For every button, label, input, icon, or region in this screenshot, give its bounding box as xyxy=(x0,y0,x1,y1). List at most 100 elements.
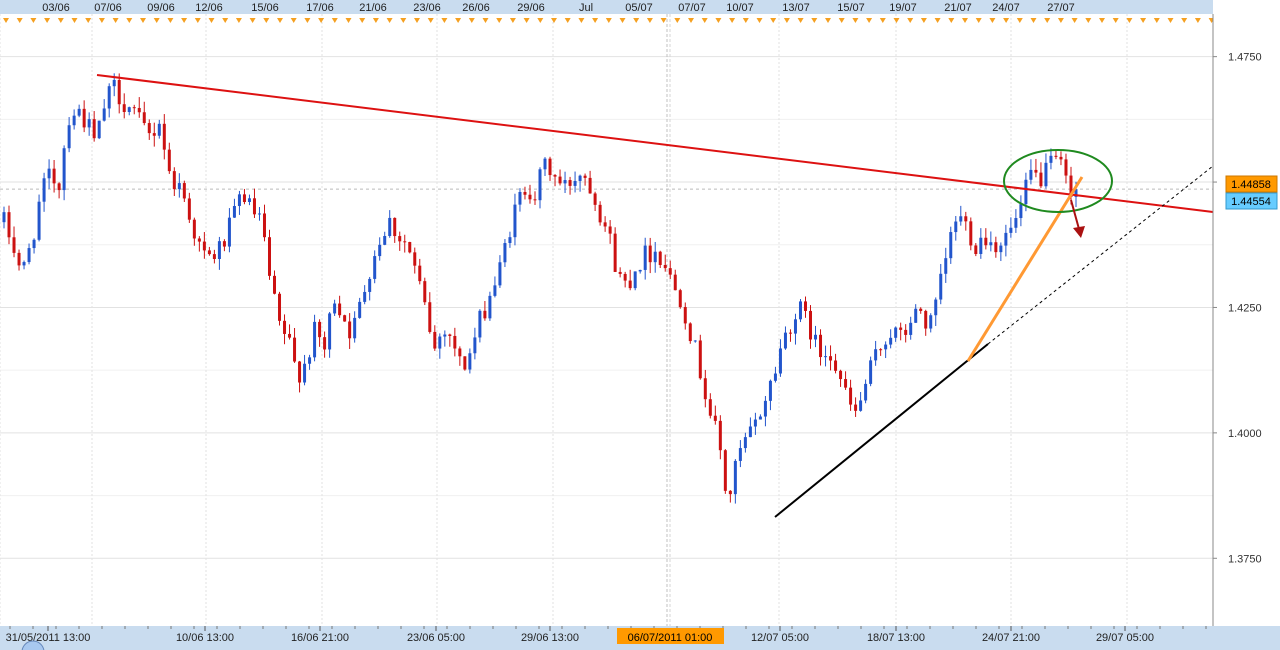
orange-down-triangle-icon xyxy=(167,18,174,23)
candle-bear xyxy=(283,320,287,334)
candle-bear xyxy=(673,274,677,291)
candle-bull xyxy=(638,269,642,272)
resistance-trendline xyxy=(96,74,1214,213)
candle-bear xyxy=(147,123,151,134)
candle-bull xyxy=(473,337,477,354)
candle-bull xyxy=(37,201,41,240)
candle-bull xyxy=(914,308,918,323)
candle-bear xyxy=(197,238,201,242)
top-tick-label: 21/07 xyxy=(944,2,972,14)
candle-bull xyxy=(468,353,472,370)
top-tick-label: 21/06 xyxy=(359,2,387,14)
orange-down-triangle-icon xyxy=(318,18,325,23)
candle-bear xyxy=(658,251,662,265)
candle-bear xyxy=(788,332,792,334)
top-tick-label: 19/07 xyxy=(889,2,917,14)
orange-down-triangle-icon xyxy=(537,18,544,23)
candle-bear xyxy=(723,450,727,491)
candle-bull xyxy=(513,204,517,238)
candle-bull xyxy=(87,119,91,128)
candle-bear xyxy=(418,265,422,282)
alt-price-label: 1.44554 xyxy=(1231,196,1271,208)
candle-bull xyxy=(643,245,647,270)
orange-down-triangle-icon xyxy=(345,18,352,23)
price-axis-panel[interactable] xyxy=(1213,14,1280,626)
candle-bull xyxy=(247,198,251,202)
orange-down-triangle-icon xyxy=(235,18,242,23)
x-tick-label: 31/05/2011 13:00 xyxy=(6,632,91,644)
y-tick-label: 1.4000 xyxy=(1228,428,1262,440)
orange-down-triangle-icon xyxy=(1153,18,1160,23)
candle-bull xyxy=(1014,218,1018,228)
orange-down-triangle-icon xyxy=(194,18,201,23)
orange-down-triangle-icon xyxy=(975,18,982,23)
orange-down-triangle-icon xyxy=(249,18,256,23)
candle-bear xyxy=(252,198,256,215)
candle-bull xyxy=(753,419,757,427)
candle-bear xyxy=(663,264,667,269)
candle-bull xyxy=(22,262,26,266)
steep-trendline xyxy=(966,176,1084,362)
candle-bear xyxy=(172,171,176,190)
candle-bear xyxy=(964,216,968,222)
orange-down-triangle-icon xyxy=(16,18,23,23)
current-price-label: 1.44858 xyxy=(1231,179,1271,191)
orange-down-triangle-icon xyxy=(57,18,64,23)
candle-bear xyxy=(273,275,277,294)
candle-bear xyxy=(558,176,562,184)
orange-down-triangle-icon xyxy=(126,18,133,23)
alt-price-label-bg xyxy=(1225,192,1278,210)
candle-bear xyxy=(393,217,397,237)
candle-bear xyxy=(879,349,883,351)
candle-bull xyxy=(77,108,81,116)
candle-bull xyxy=(894,327,898,338)
candle-bear xyxy=(668,268,672,275)
candle-bull xyxy=(333,303,337,314)
candle-bear xyxy=(984,237,988,246)
x-tick-label: 12/07 05:00 xyxy=(751,632,809,644)
candle-bull xyxy=(1044,162,1048,187)
down-arrow-shaft xyxy=(1070,199,1080,230)
orange-down-triangle-icon xyxy=(633,18,640,23)
candle-bull xyxy=(157,123,161,136)
candle-bull xyxy=(944,258,948,274)
orange-down-triangle-icon xyxy=(1016,18,1023,23)
orange-down-triangle-icon xyxy=(1030,18,1037,23)
top-time-axis: 03/06 07/06 09/06 12/06 15/06 17/06 21/06 23/06… xyxy=(3,2,1215,23)
grid xyxy=(0,14,1213,626)
orange-down-triangle-icon xyxy=(1126,18,1133,23)
orange-down-triangle-icon xyxy=(825,18,831,23)
candle-bull xyxy=(388,217,392,236)
candle-bull xyxy=(1004,232,1008,246)
candle-bear xyxy=(728,490,732,495)
candle-bear xyxy=(137,107,141,113)
blue-circle-icon xyxy=(21,640,45,650)
top-tick-label: 09/06 xyxy=(147,2,175,14)
x-tick-label: 18/07 13:00 xyxy=(867,632,925,644)
orange-down-triangle-icon xyxy=(30,18,37,23)
orange-down-triangle-icon xyxy=(372,18,379,23)
orange-down-triangle-icon xyxy=(592,18,599,23)
candle-bull xyxy=(538,169,542,201)
candle-bull xyxy=(227,217,231,247)
x-tick-label: 16/06 21:00 xyxy=(291,632,349,644)
candle-bull xyxy=(363,291,367,302)
orange-down-triangle-icon xyxy=(1181,18,1188,23)
orange-down-triangle-icon xyxy=(1044,18,1051,23)
candle-bull xyxy=(864,383,868,401)
candle-bear xyxy=(398,236,402,242)
candle-bear xyxy=(618,271,622,274)
orange-down-triangle-icon xyxy=(838,18,845,23)
candle-bull xyxy=(693,340,697,342)
candle-bear xyxy=(603,222,607,227)
candle-bull xyxy=(62,148,66,191)
candle-bear xyxy=(598,204,602,223)
candle-bull xyxy=(488,295,492,319)
candle-bull xyxy=(1029,169,1033,180)
down-arrow-icon xyxy=(1073,226,1085,238)
candle-bear xyxy=(904,329,908,335)
orange-down-triangle-icon xyxy=(1140,18,1147,23)
candle-bull xyxy=(127,107,131,113)
candle-bear xyxy=(92,119,96,139)
